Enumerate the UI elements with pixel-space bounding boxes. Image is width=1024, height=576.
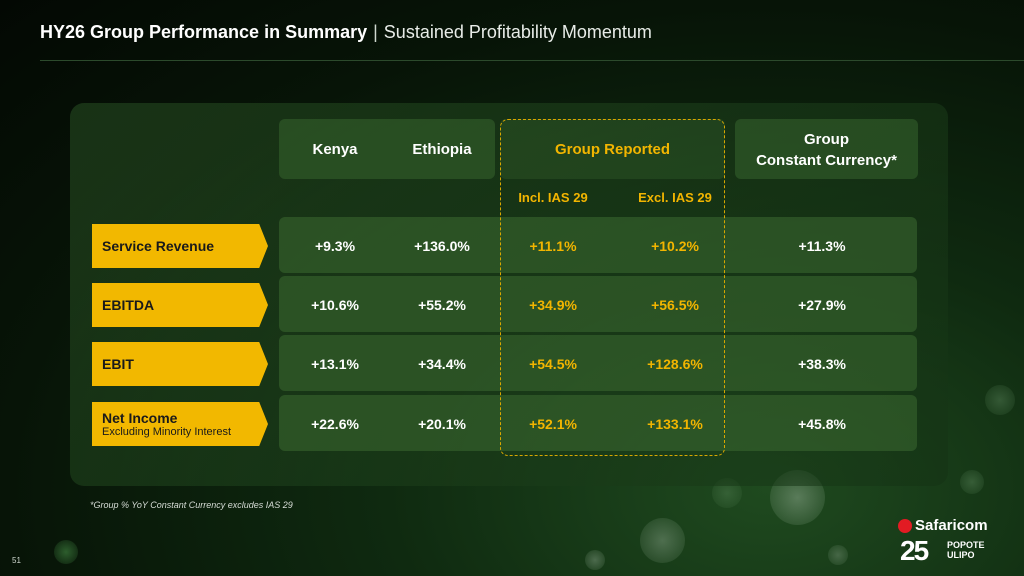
cell-kenya: +22.6% <box>311 416 359 432</box>
bokeh-decoration <box>640 518 685 563</box>
cell-ethiopia: +34.4% <box>418 356 466 372</box>
cell-incl-ias29: +34.9% <box>529 297 577 313</box>
row-label-ebitda: EBITDA <box>92 283 268 327</box>
column-header-group-cc-line2: Constant Currency* <box>756 152 897 169</box>
row-label-text: Service Revenue <box>102 238 215 254</box>
header-box-markets <box>279 119 495 179</box>
logo-brand: Safaricom <box>915 517 988 534</box>
cell-constant-currency: +38.3% <box>798 356 846 372</box>
page-title: HY26 Group Performance in Summary | Sustai… <box>40 22 652 43</box>
subheader-incl-ias29: Incl. IAS 29 <box>518 190 588 205</box>
bokeh-decoration <box>585 550 605 570</box>
column-header-group-cc-line1: Group <box>804 131 849 148</box>
row-label-text: EBIT <box>102 356 134 372</box>
row-background <box>279 335 917 391</box>
safaricom-logo: Safaricom 25 POPOTE ULIPO <box>895 515 1010 570</box>
cell-constant-currency: +27.9% <box>798 297 846 313</box>
logo-dot-icon <box>898 519 912 533</box>
column-header-ethiopia: Ethiopia <box>412 141 472 158</box>
column-header-kenya: Kenya <box>312 141 358 158</box>
row-label-text: EBITDA <box>102 297 155 313</box>
cell-ethiopia: +136.0% <box>414 238 470 254</box>
row-label-text: Net Income <box>102 410 178 426</box>
row-background <box>279 276 917 332</box>
cell-kenya: +13.1% <box>311 356 359 372</box>
cell-kenya: +9.3% <box>314 238 356 254</box>
row-background <box>279 217 917 273</box>
column-header-group-reported: Group Reported <box>555 141 670 158</box>
title-subtitle: Sustained Profitability Momentum <box>383 22 652 42</box>
cell-constant-currency: +11.3% <box>798 238 846 254</box>
cell-excl-ias29: +10.2% <box>651 238 699 254</box>
subheader-excl-ias29: Excl. IAS 29 <box>638 190 712 205</box>
header-box-constant-currency <box>735 119 918 179</box>
row-label-ebit: EBIT <box>92 342 268 386</box>
cell-excl-ias29: +128.6% <box>647 356 703 372</box>
logo-slogan: POPOTE ULIPO <box>947 540 985 560</box>
cell-incl-ias29: +52.1% <box>529 416 577 432</box>
cell-ethiopia: +55.2% <box>418 297 466 313</box>
logo-number: 25 <box>900 535 929 566</box>
header-divider <box>40 60 1024 61</box>
title-main: HY26 Group Performance in Summary <box>40 22 368 42</box>
logo-slogan-line1: POPOTE <box>947 540 985 550</box>
bokeh-decoration <box>828 545 848 565</box>
header-box-group-reported <box>500 119 725 179</box>
title-separator: | <box>373 22 378 42</box>
bokeh-decoration <box>960 470 984 494</box>
cell-excl-ias29: +133.1% <box>647 416 703 432</box>
cell-excl-ias29: +56.5% <box>651 297 699 313</box>
page-number: 51 <box>12 556 21 565</box>
cell-ethiopia: +20.1% <box>418 416 466 432</box>
cell-kenya: +10.6% <box>311 297 359 313</box>
bokeh-decoration <box>985 385 1015 415</box>
cell-constant-currency: +45.8% <box>798 416 846 432</box>
cell-incl-ias29: +54.5% <box>529 356 577 372</box>
row-sublabel-text: Excluding Minority Interest <box>102 426 231 438</box>
footnote: *Group % YoY Constant Currency excludes … <box>90 500 293 510</box>
group-reported-highlight <box>500 119 725 456</box>
row-background <box>279 395 917 451</box>
logo-slogan-line2: ULIPO <box>947 550 975 560</box>
cell-incl-ias29: +11.1% <box>529 238 577 254</box>
row-label-service-revenue: Service Revenue <box>92 224 268 268</box>
bokeh-decoration <box>54 540 78 564</box>
row-label-net-income: Net Income Excluding Minority Interest <box>92 402 268 446</box>
